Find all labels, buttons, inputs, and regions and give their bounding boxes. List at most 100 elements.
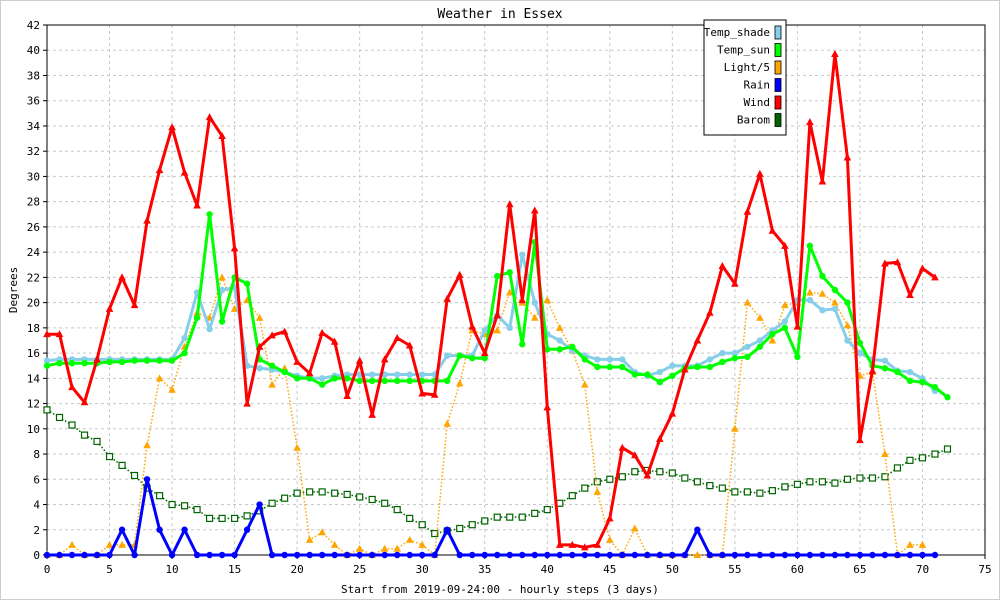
- chart-title: Weather in Essex: [437, 7, 562, 22]
- data-point-barom: [606, 475, 614, 483]
- data-point-light-5: [530, 313, 539, 321]
- data-point-temp-shade: [444, 352, 451, 359]
- data-point-barom: [243, 512, 251, 520]
- data-point-wind: [430, 390, 439, 398]
- data-point-temp-sun: [268, 362, 276, 369]
- data-point-temp-shade: [393, 371, 401, 378]
- data-point-rain: [744, 551, 751, 559]
- legend-swatch-light-5: [774, 60, 782, 75]
- data-point-temp-sun: [306, 375, 313, 382]
- data-point-barom: [593, 478, 601, 486]
- data-point-rain: [669, 551, 676, 559]
- data-point-temp-sun: [381, 377, 388, 385]
- data-point-wind: [881, 259, 889, 267]
- data-point-wind: [205, 113, 214, 121]
- data-point-rain: [919, 551, 926, 559]
- series-line-wind: [47, 52, 936, 549]
- data-point-temp-sun: [106, 358, 113, 366]
- legend-box: [703, 19, 787, 136]
- data-point-temp-shade: [419, 371, 426, 378]
- data-point-barom: [318, 488, 326, 496]
- data-point-rain: [794, 551, 801, 559]
- data-point-temp-shade: [744, 343, 751, 350]
- data-point-rain: [381, 551, 388, 559]
- data-point-barom: [306, 488, 314, 496]
- data-point-wind: [568, 540, 577, 548]
- data-point-light-5: [218, 273, 226, 281]
- data-point-barom: [68, 421, 76, 429]
- data-point-wind: [268, 331, 276, 339]
- data-point-temp-sun: [331, 375, 338, 382]
- x-axis-label: Start from 2019-09-24:00 - hourly steps …: [341, 583, 659, 596]
- data-point-wind: [280, 327, 289, 335]
- data-point-wind: [743, 207, 752, 215]
- x-tick-label: 5: [106, 563, 113, 576]
- data-point-temp-sun: [243, 280, 251, 287]
- data-point-temp-sun: [281, 368, 288, 376]
- data-point-wind: [330, 337, 339, 345]
- data-point-temp-sun: [181, 349, 188, 357]
- data-point-barom: [205, 514, 214, 523]
- data-point-barom: [281, 494, 289, 502]
- legend-label-barom: Barom: [737, 114, 770, 127]
- data-point-temp-sun: [81, 359, 88, 367]
- data-point-light-5: [543, 296, 552, 304]
- legend-entry-temp-sun: Temp_sun: [717, 43, 782, 57]
- data-point-rain: [931, 551, 939, 559]
- y-tick-label: 24: [27, 246, 41, 259]
- data-point-barom: [931, 450, 939, 458]
- data-point-temp-shade: [181, 334, 188, 342]
- data-point-wind: [480, 349, 489, 357]
- data-point-temp-shade: [756, 337, 764, 344]
- data-point-light-5: [631, 524, 639, 532]
- data-point-light-5: [268, 380, 276, 388]
- y-tick-label: 18: [27, 322, 40, 335]
- data-point-rain: [856, 551, 864, 559]
- data-point-wind: [355, 356, 364, 364]
- data-point-rain: [519, 551, 526, 559]
- data-point-temp-shade: [831, 305, 839, 313]
- data-point-temp-sun: [506, 269, 513, 276]
- data-point-barom: [656, 468, 664, 476]
- data-point-rain: [844, 551, 851, 559]
- data-point-temp-shade: [844, 337, 851, 344]
- data-point-barom: [943, 445, 952, 453]
- data-point-wind: [793, 322, 802, 330]
- data-point-temp-sun: [806, 242, 814, 250]
- data-point-temp-sun: [856, 339, 864, 347]
- y-tick-label: 32: [27, 145, 40, 158]
- y-tick-label: 8: [33, 448, 40, 461]
- data-point-wind: [818, 177, 827, 185]
- data-point-temp-sun: [544, 346, 551, 353]
- data-point-barom: [693, 478, 701, 486]
- data-point-rain: [193, 551, 201, 559]
- data-point-temp-shade: [606, 356, 613, 363]
- x-tick-label: 20: [291, 563, 304, 576]
- data-point-wind: [681, 365, 689, 373]
- x-tick-label: 55: [728, 563, 741, 576]
- y-tick-label: 30: [27, 170, 40, 183]
- data-point-wind: [530, 206, 539, 214]
- data-point-wind: [918, 264, 927, 272]
- data-point-barom: [481, 517, 489, 525]
- data-point-temp-sun: [831, 286, 839, 294]
- data-point-wind: [468, 322, 477, 330]
- x-tick-label: 75: [978, 563, 991, 576]
- data-point-barom: [518, 513, 526, 521]
- data-point-barom: [406, 514, 414, 523]
- data-point-rain: [356, 551, 363, 559]
- legend-label-temp-shade: Temp_shade: [704, 26, 770, 39]
- data-point-light-5: [143, 441, 151, 449]
- data-point-light-5: [781, 301, 789, 309]
- data-point-barom: [331, 489, 339, 497]
- data-point-temp-sun: [581, 356, 588, 363]
- data-point-barom: [856, 474, 864, 482]
- data-point-rain: [343, 551, 351, 559]
- data-point-wind: [68, 383, 76, 391]
- data-point-rain: [131, 551, 138, 559]
- data-point-wind: [143, 216, 151, 224]
- data-point-barom: [581, 484, 589, 492]
- data-point-temp-sun: [744, 353, 751, 361]
- data-point-rain: [456, 551, 463, 559]
